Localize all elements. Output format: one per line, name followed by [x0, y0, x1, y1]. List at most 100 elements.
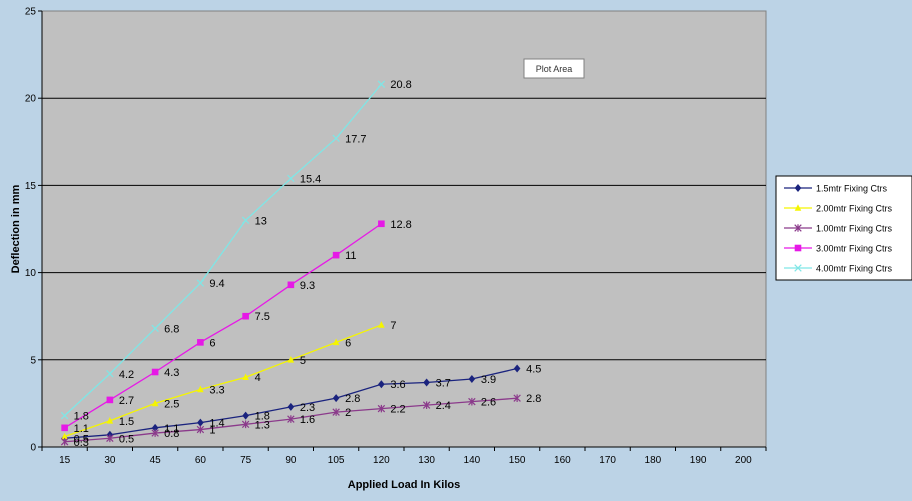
data-point-marker: [332, 394, 340, 403]
data-point-marker: [794, 244, 802, 252]
data-point-marker: [60, 411, 69, 420]
data-label: 3.9: [481, 374, 496, 386]
data-point-marker: [106, 417, 114, 424]
data-point-marker: [151, 429, 159, 437]
data-point-marker: [61, 424, 68, 432]
data-point-marker: [196, 425, 205, 434]
x-tick-label: 190: [690, 455, 707, 466]
data-label: 4.2: [119, 369, 134, 381]
data-label: 2.4: [436, 400, 451, 412]
data-point-marker: [332, 338, 340, 346]
data-label: 9.4: [209, 278, 224, 290]
x-axis-label: Applied Load In Kilos: [348, 479, 460, 491]
data-label: 2.2: [390, 404, 405, 416]
legend-label: 2.00mtr Fixing Ctrs: [816, 204, 893, 214]
series-line: [64, 83, 382, 417]
data-point-marker: [332, 251, 340, 259]
data-point-marker: [378, 321, 385, 328]
data-point-marker: [196, 279, 205, 287]
data-label: 0.3: [74, 437, 89, 449]
data-point-marker: [378, 380, 385, 389]
data-point-marker: [468, 374, 476, 383]
data-point-marker: [151, 324, 159, 333]
legend[interactable]: 1.5mtr Fixing Ctrs 2.00mtr Fixing Ctrs 1.0…: [775, 175, 912, 281]
data-label: 2.5: [164, 398, 179, 410]
data-point-marker: [377, 404, 386, 413]
data-label: 2.6: [481, 397, 496, 409]
data-point-marker: [513, 394, 521, 402]
data-point-marker: [106, 370, 114, 378]
legend-item: 3.00mtr Fixing Ctrs: [784, 244, 893, 254]
data-label: 20.8: [390, 79, 411, 91]
data-point-marker: [106, 434, 114, 443]
legend-label: 4.00mtr Fixing Ctrs: [816, 264, 893, 274]
data-label: 1.3: [255, 419, 270, 431]
data-label: 6: [345, 337, 351, 349]
data-point-marker: [242, 411, 249, 420]
x-tick-label: 45: [150, 455, 162, 466]
plot-area-annotation: Plot Area: [523, 58, 585, 79]
data-point-marker: [794, 184, 802, 192]
data-point-marker: [151, 368, 159, 376]
series-group: [60, 80, 521, 446]
annotation-text: Plot Area: [536, 64, 573, 74]
data-label: 2: [345, 407, 351, 419]
data-label: 3.6: [390, 379, 405, 391]
data-point-marker: [197, 418, 204, 427]
plot-area[interactable]: [41, 10, 767, 448]
y-axis-label: Deflection in mm: [10, 184, 22, 273]
data-point-marker: [242, 312, 249, 320]
data-label: 12.8: [390, 219, 411, 231]
data-label: 1.8: [255, 411, 270, 423]
data-label: 7: [390, 320, 396, 332]
data-point-marker: [332, 134, 340, 143]
data-label: 1.4: [209, 418, 224, 430]
y-tick-label: 10: [25, 268, 37, 279]
data-point-marker: [61, 432, 68, 440]
data-label: 6.8: [164, 323, 179, 335]
annotation-box: [523, 58, 585, 79]
data-point-marker: [422, 401, 431, 409]
legend-item: 1.00mtr Fixing Ctrs: [784, 224, 893, 234]
data-label: 1.6: [300, 414, 315, 426]
data-point-marker: [60, 437, 69, 446]
data-label: 1.8: [74, 411, 89, 423]
data-point-marker: [287, 174, 295, 183]
series-3: [60, 394, 521, 446]
x-tick-label: 120: [373, 455, 390, 466]
data-label: 0.8: [164, 428, 179, 440]
series-5: [60, 80, 386, 420]
x-tick-label: 75: [240, 455, 252, 466]
x-tick-label: 90: [285, 455, 297, 466]
y-tick-label: 5: [30, 355, 36, 366]
data-label: 1: [209, 425, 215, 437]
data-label: 9.3: [300, 280, 315, 292]
legend-label: 1.00mtr Fixing Ctrs: [816, 224, 893, 234]
legend-label: 3.00mtr Fixing Ctrs: [816, 244, 893, 254]
x-tick-label: 130: [418, 455, 435, 466]
data-point-marker: [287, 356, 295, 363]
x-tick-label: 15: [59, 455, 71, 466]
legend-label: 1.5mtr Fixing Ctrs: [816, 184, 888, 194]
y-tick-label: 15: [25, 181, 37, 192]
x-tick-label: 140: [464, 455, 481, 466]
data-point-marker: [197, 339, 204, 346]
data-point-marker: [151, 423, 159, 432]
data-label: 6: [209, 337, 215, 349]
x-tick-label: 170: [599, 455, 616, 466]
data-point-marker: [794, 204, 802, 211]
series-line: [64, 324, 382, 438]
series-4: [61, 220, 385, 432]
data-point-marker: [241, 420, 250, 429]
legend-item: 2.00mtr Fixing Ctrs: [784, 204, 893, 214]
data-label: 4.5: [526, 364, 541, 376]
data-label: 3.3: [209, 384, 224, 396]
data-label: 15.4: [300, 173, 321, 185]
data-label: 2.3: [300, 402, 315, 414]
data-label: 13: [255, 215, 267, 227]
data-label: 1.1: [164, 423, 179, 435]
data-point-marker: [106, 396, 114, 404]
data-point-marker: [468, 397, 476, 406]
